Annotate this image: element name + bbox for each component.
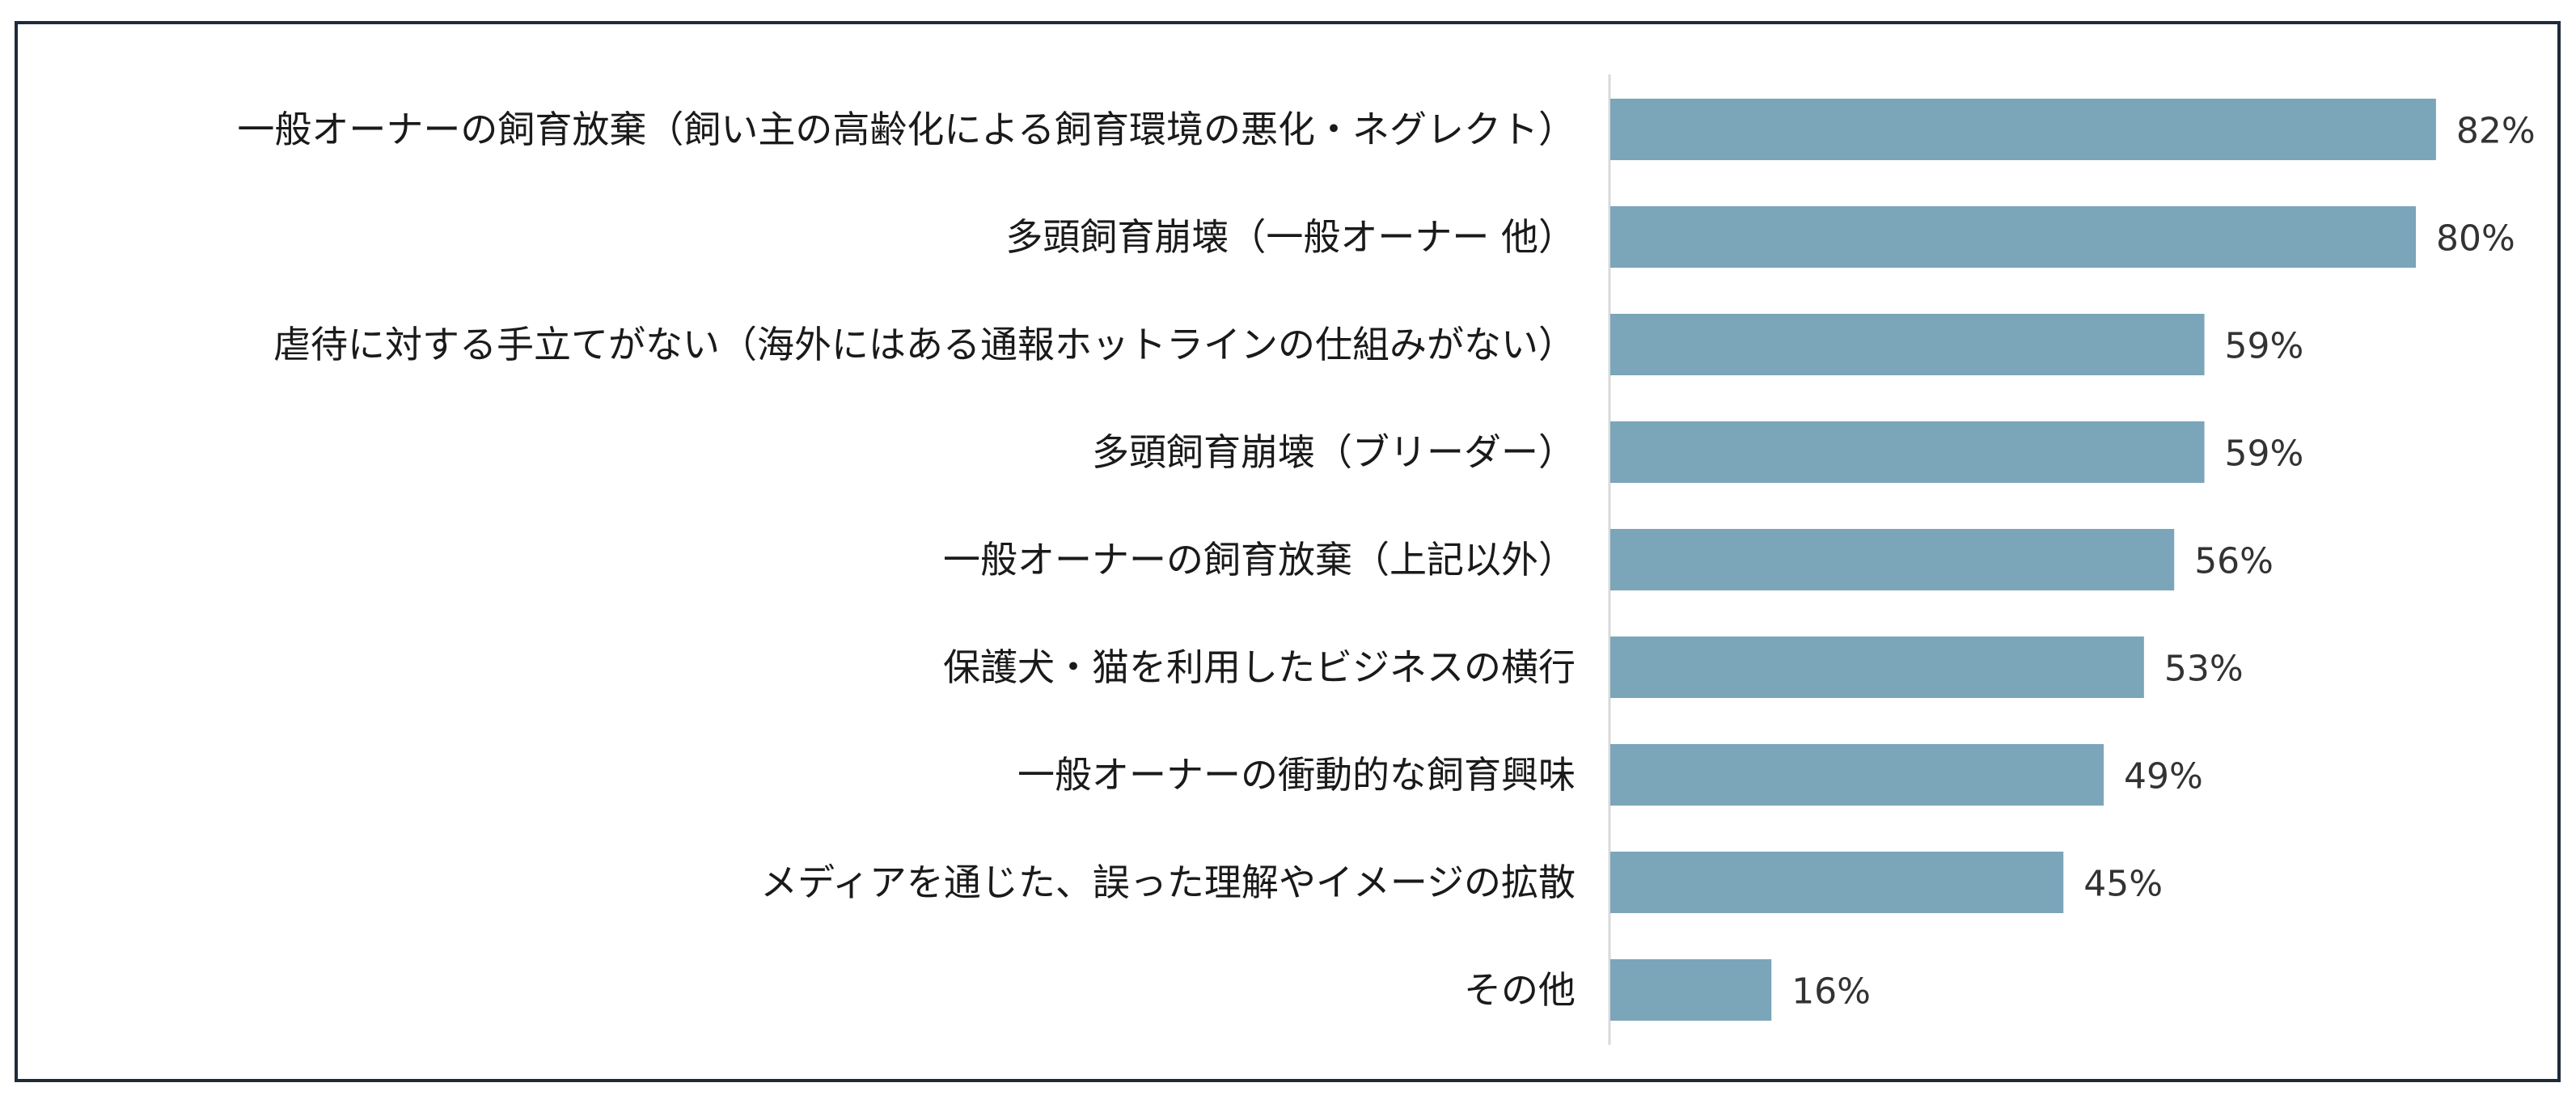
data-label: 59% [2225, 434, 2304, 475]
bar [1610, 744, 2104, 806]
category-label: 一般オーナーの飼育放棄（飼い主の高齢化による飼育環境の悪化・ネグレクト） [237, 108, 1576, 151]
data-label: 49% [2124, 756, 2203, 797]
bar [1610, 959, 1772, 1021]
bar [1610, 852, 2064, 913]
data-label: 53% [2164, 649, 2244, 690]
bar [1610, 99, 2436, 160]
bar [1610, 314, 2205, 375]
category-label: その他 [1464, 968, 1576, 1012]
category-label: 一般オーナーの衝動的な飼育興味 [1017, 753, 1576, 797]
bar [1610, 206, 2416, 268]
data-label: 80% [2436, 218, 2515, 260]
bar [1610, 421, 2205, 483]
data-label: 59% [2225, 326, 2304, 367]
category-label: 多頭飼育崩壊（ブリーダー） [1092, 430, 1576, 474]
category-label: 保護犬・猫を利用したビジネスの横行 [943, 645, 1576, 689]
data-label: 56% [2194, 541, 2274, 582]
category-label: メディアを通じた、誤った理解やイメージの拡散 [760, 861, 1576, 904]
category-label: 虐待に対する手立てがない（海外にはある通報ホットラインの仕組みがない） [273, 323, 1576, 366]
category-label: 一般オーナーの飼育放棄（上記以外） [943, 538, 1576, 582]
data-label: 16% [1791, 971, 1871, 1013]
data-label: 82% [2456, 111, 2536, 152]
bar [1610, 529, 2175, 590]
bar [1610, 637, 2144, 698]
data-label: 45% [2083, 864, 2163, 905]
category-label: 多頭飼育崩壊（一般オーナー 他） [1005, 215, 1576, 259]
